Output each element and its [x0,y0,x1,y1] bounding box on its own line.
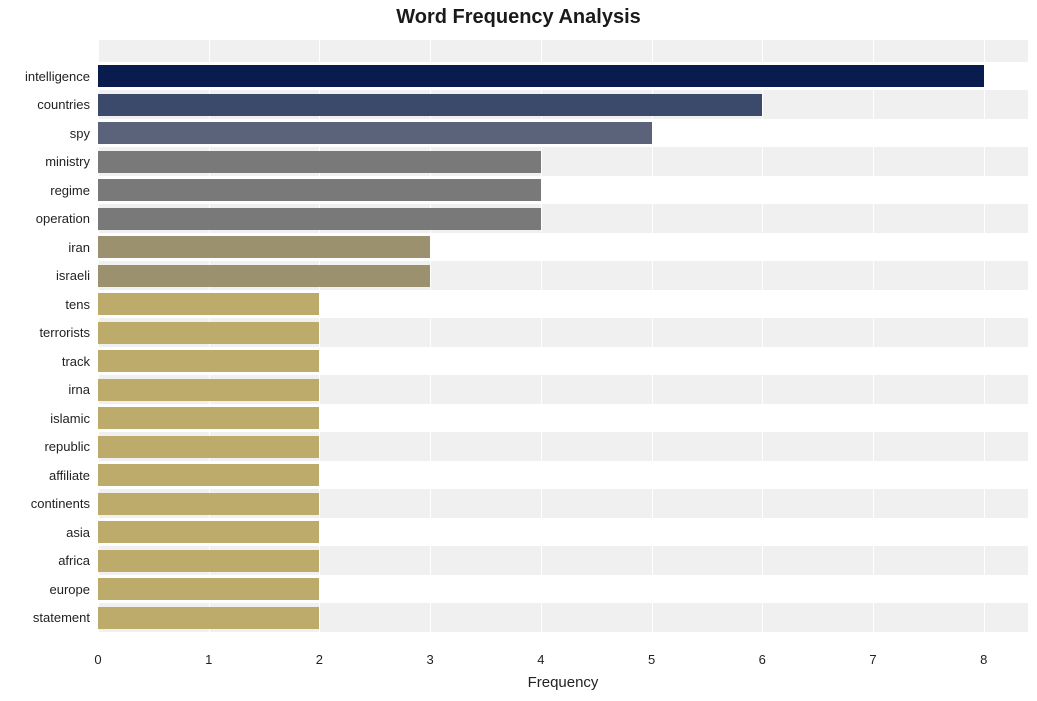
bar [98,208,541,230]
x-axis-label: Frequency [503,674,623,691]
bar [98,521,319,543]
y-tick-label: asia [0,525,90,540]
grid-line [873,40,874,644]
bar [98,179,541,201]
bar [98,322,319,344]
y-tick-label: irna [0,382,90,397]
plot-area [98,40,1028,644]
y-tick-label: africa [0,553,90,568]
x-tick-label: 6 [742,652,782,667]
y-tick-label: intelligence [0,69,90,84]
bar [98,350,319,372]
y-tick-label: israeli [0,268,90,283]
grid-line [762,40,763,644]
word-frequency-chart: Word Frequency Analysis intelligence coun… [0,0,1037,701]
y-tick-label: europe [0,582,90,597]
grid-line [984,40,985,644]
y-tick-label: islamic [0,411,90,426]
y-tick-label: affiliate [0,468,90,483]
bar [98,379,319,401]
x-tick-label: 3 [410,652,450,667]
y-tick-label: republic [0,439,90,454]
plot-band [98,632,1028,644]
x-tick-label: 1 [189,652,229,667]
x-tick-label: 7 [853,652,893,667]
bar [98,122,652,144]
bar [98,464,319,486]
y-tick-label: statement [0,610,90,625]
y-tick-label: ministry [0,154,90,169]
bar [98,65,984,87]
bar [98,407,319,429]
y-tick-label: iran [0,240,90,255]
x-tick-label: 8 [964,652,1004,667]
y-tick-label: regime [0,183,90,198]
bar [98,236,430,258]
y-tick-label: operation [0,211,90,226]
bar [98,151,541,173]
y-tick-label: tens [0,297,90,312]
plot-band [98,40,1028,62]
x-tick-label: 5 [632,652,672,667]
bar [98,607,319,629]
x-tick-label: 2 [299,652,339,667]
bar [98,293,319,315]
bar [98,578,319,600]
bar [98,550,319,572]
grid-line [652,40,653,644]
bar [98,436,319,458]
y-tick-label: continents [0,496,90,511]
bar [98,265,430,287]
chart-title: Word Frequency Analysis [0,6,1037,29]
bar [98,94,762,116]
bar [98,493,319,515]
x-tick-label: 0 [78,652,118,667]
y-tick-label: terrorists [0,325,90,340]
y-tick-label: countries [0,97,90,112]
y-tick-label: spy [0,126,90,141]
x-tick-label: 4 [521,652,561,667]
y-tick-label: track [0,354,90,369]
